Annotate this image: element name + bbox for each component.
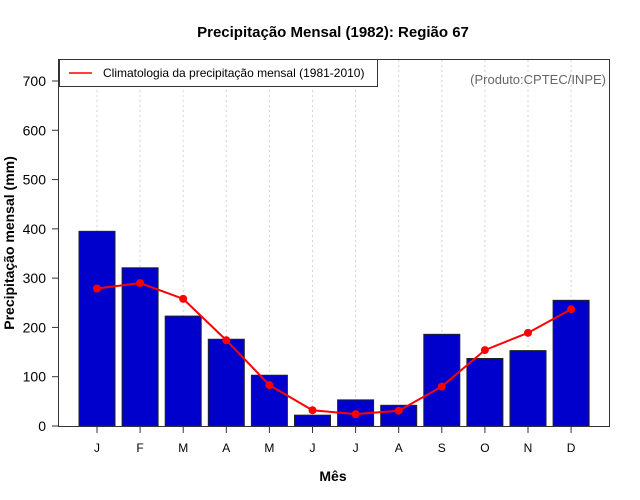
xtick-label: N <box>524 441 533 455</box>
climatology-point-11 <box>567 305 576 314</box>
climatology-point-4 <box>265 381 274 390</box>
bar-1 <box>121 267 159 427</box>
bar-10 <box>509 350 547 427</box>
bar-9 <box>466 357 504 427</box>
xtick-label: M <box>264 441 274 455</box>
legend-box <box>59 59 378 87</box>
climatology-line <box>93 279 576 419</box>
xtick-label: A <box>395 441 403 455</box>
climatology-point-2 <box>179 294 188 303</box>
ytick-label: 600 <box>23 122 47 138</box>
climatology-point-10 <box>524 328 532 337</box>
ytick-label: 500 <box>23 172 47 188</box>
bar-2 <box>164 315 202 427</box>
xtick-label: M <box>178 441 188 455</box>
climatology-polyline <box>96 282 572 416</box>
climatology-point-3 <box>222 336 231 345</box>
xtick-label: A <box>222 441 230 455</box>
bars <box>78 230 590 427</box>
climatology-point-0 <box>93 284 101 293</box>
x-axis-label: Mês <box>319 468 346 484</box>
xtick-label: O <box>480 441 489 455</box>
climatology-point-5 <box>308 406 317 415</box>
xtick-label: J <box>94 441 100 455</box>
climatology-point-8 <box>437 382 446 391</box>
legend: Climatologia da precipitação mensal (198… <box>59 59 378 87</box>
xtick-label: F <box>136 441 143 455</box>
credit-annotation: (Produto:CPTEC/INPE) <box>470 72 606 87</box>
ytick-label: 0 <box>38 418 46 434</box>
y-axis: 0 100 200 300 400 500 600 700 <box>23 73 58 434</box>
climatology-point-9 <box>480 346 489 355</box>
xtick-label: J <box>310 441 316 455</box>
bar-11 <box>552 299 590 427</box>
ytick-label: 300 <box>23 270 47 286</box>
ytick-label: 400 <box>23 221 47 237</box>
ytick-label: 200 <box>23 319 47 335</box>
bar-8 <box>423 333 461 427</box>
bar-5 <box>294 414 331 427</box>
climatology-point-6 <box>351 410 360 419</box>
y-axis-label: Precipitação mensal (mm) <box>1 156 17 330</box>
climatology-point-7 <box>394 406 403 415</box>
legend-entry-climatology: Climatologia da precipitação mensal (198… <box>103 66 364 80</box>
ytick-label: 100 <box>23 369 47 385</box>
xtick-label: D <box>567 441 576 455</box>
bar-0 <box>78 230 116 427</box>
xtick-label: S <box>438 441 446 455</box>
chart-title: Precipitação Mensal (1982): Região 67 <box>197 24 469 41</box>
xtick-label: J <box>353 441 359 455</box>
ytick-label: 700 <box>23 73 47 89</box>
climatology-point-1 <box>136 279 145 288</box>
